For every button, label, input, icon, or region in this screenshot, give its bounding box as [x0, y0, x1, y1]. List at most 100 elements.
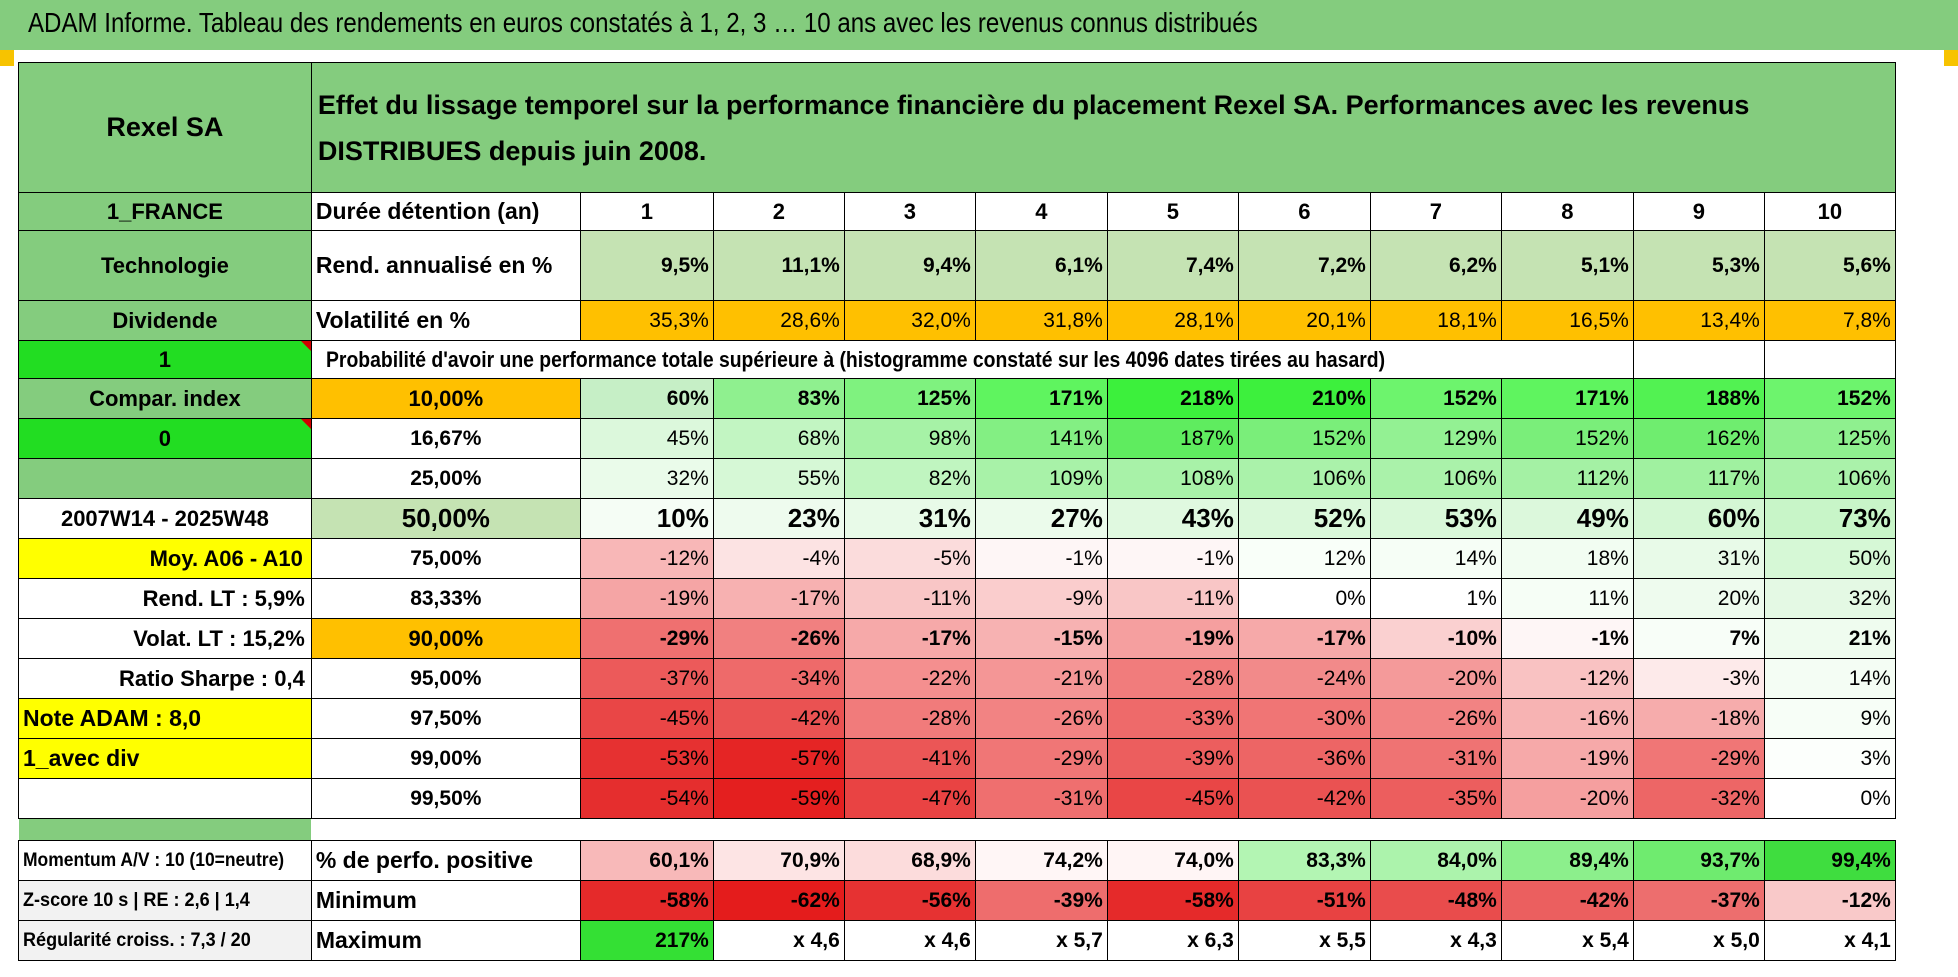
performance-table: Rexel SA Effet du lissage temporel sur l…	[18, 62, 1896, 961]
quantile-cell: -53%	[579, 738, 714, 779]
quantile-row: Compar. index 10,00% 60% 83% 125% 171% 2…	[18, 378, 1896, 419]
regularite-label: Régularité croiss. : 7,3 / 20	[18, 920, 312, 961]
zscore-label-text: Z-score 10 s | RE : 2,6 | 1,4	[23, 889, 250, 911]
quantile-cell: 60%	[579, 378, 714, 419]
rend-cell: 5,3%	[1632, 230, 1765, 301]
pos-cell: 89,4%	[1500, 840, 1634, 881]
rend-cell: 7,4%	[1106, 230, 1239, 301]
quantile-cell: 32%	[1763, 578, 1896, 619]
quantile-cell: 18%	[1500, 538, 1634, 579]
rend-label: Rend. annualisé en %	[310, 230, 581, 301]
quantile-cell: 112%	[1500, 458, 1634, 499]
vol-cell: 35,3%	[579, 300, 714, 341]
quantile-cell: 11%	[1500, 578, 1634, 619]
quantile-cell: -34%	[712, 658, 845, 699]
quantile-label: 99,00%	[310, 738, 581, 779]
quantile-cell: 106%	[1237, 458, 1371, 499]
quantile-cell: -17%	[712, 578, 845, 619]
quantile-cell: 27%	[974, 498, 1108, 539]
quantile-cell: 21%	[1763, 618, 1896, 659]
quantile-cell: 171%	[974, 378, 1108, 419]
quantile-cell: -45%	[579, 698, 714, 739]
momentum-label-text: Momentum A/V : 10 (10=neutre)	[23, 849, 285, 871]
quantile-cell: 10%	[579, 498, 714, 539]
quantile-row: 0 16,67% 45% 68% 98% 141% 187% 152% 129%…	[18, 418, 1896, 459]
year-cell: 5	[1106, 192, 1239, 231]
quantile-row: Rend. LT : 5,9% 83,33% -19% -17% -11% -9…	[18, 578, 1896, 619]
quantile-cell: -30%	[1237, 698, 1371, 739]
quantile-cell: 60%	[1632, 498, 1765, 539]
min-cell: -56%	[843, 880, 976, 921]
quantile-cell: 68%	[712, 418, 845, 459]
quantile-cell: 152%	[1763, 378, 1896, 419]
quantile-cell: 31%	[843, 498, 976, 539]
quantile-cell: -19%	[1500, 738, 1634, 779]
quantile-cell: -9%	[974, 578, 1108, 619]
period-label: 2007W14 - 2025W48	[18, 498, 312, 539]
quantile-cell: -37%	[579, 658, 714, 699]
min-cell: -39%	[974, 880, 1108, 921]
quantile-cell: 108%	[1106, 458, 1239, 499]
empty-cell	[18, 778, 312, 819]
spacer-green-cell	[18, 818, 312, 841]
rend-cell: 11,1%	[712, 230, 845, 301]
quantile-label: 16,67%	[310, 418, 581, 459]
rend-cell: 5,6%	[1763, 230, 1896, 301]
min-cell: -58%	[579, 880, 714, 921]
years-row: 1_FRANCE Durée détention (an) 1 2 3 4 5 …	[18, 192, 1896, 231]
min-label: Minimum	[310, 880, 581, 921]
quantile-cell: -3%	[1632, 658, 1765, 699]
max-cell: x 6,3	[1106, 920, 1239, 961]
proba-label-text: Probabilité d'avoir une performance tota…	[325, 346, 1385, 372]
quantile-label: 10,00%	[310, 378, 581, 419]
min-cell: -58%	[1106, 880, 1239, 921]
empty-green-cell	[18, 458, 312, 499]
rend-cell: 9,4%	[843, 230, 976, 301]
quantile-cell: 106%	[1369, 458, 1502, 499]
quantile-cell: -15%	[974, 618, 1108, 659]
quantile-cell: -26%	[1369, 698, 1502, 739]
quantile-cell: -17%	[843, 618, 976, 659]
quantile-cell: -4%	[712, 538, 845, 579]
volatilite-row: Dividende Volatilité en % 35,3% 28,6% 32…	[18, 300, 1896, 341]
quantile-cell: 106%	[1763, 458, 1896, 499]
quantile-cell: -11%	[843, 578, 976, 619]
quantile-cell: -33%	[1106, 698, 1239, 739]
perf-positive-row: Momentum A/V : 10 (10=neutre) % de perfo…	[18, 840, 1896, 881]
quantile-cell: 53%	[1369, 498, 1502, 539]
quantile-row: Note ADAM : 8,0 97,50% -45% -42% -28% -2…	[18, 698, 1896, 739]
min-cell: -12%	[1763, 880, 1896, 921]
quantile-cell: -35%	[1369, 778, 1502, 819]
pos-cell: 74,0%	[1106, 840, 1239, 881]
quantile-cell: 1%	[1369, 578, 1502, 619]
quantile-cell: -18%	[1632, 698, 1765, 739]
quantile-cell: 98%	[843, 418, 976, 459]
company-name: Rexel SA	[18, 62, 312, 193]
quantile-cell: 14%	[1763, 658, 1896, 699]
quantile-cell: -54%	[579, 778, 714, 819]
quantile-cell: -32%	[1632, 778, 1765, 819]
quantile-cell: 12%	[1237, 538, 1371, 579]
quantile-label: 99,50%	[310, 778, 581, 819]
header-row: Rexel SA Effet du lissage temporel sur l…	[18, 62, 1896, 193]
proba-label: Probabilité d'avoir une performance tota…	[310, 340, 1634, 379]
min-cell: -62%	[712, 880, 845, 921]
vol-cell: 31,8%	[974, 300, 1108, 341]
quantile-cell: -11%	[1106, 578, 1239, 619]
quantile-cell: -28%	[1106, 658, 1239, 699]
spacer-row	[18, 818, 1896, 841]
quantile-cell: 23%	[712, 498, 845, 539]
rend-cell: 6,2%	[1369, 230, 1502, 301]
pos-cell: 70,9%	[712, 840, 845, 881]
quantile-cell: -22%	[843, 658, 976, 699]
quantile-cell: 218%	[1106, 378, 1239, 419]
flag-zero: 0	[18, 418, 312, 459]
quantile-cell: -20%	[1500, 778, 1634, 819]
max-cell: x 5,7	[974, 920, 1108, 961]
quantile-label: 75,00%	[310, 538, 581, 579]
max-cell: x 4,6	[712, 920, 845, 961]
title-bar: ADAM Informe. Tableau des rendements en …	[0, 0, 1958, 50]
sharpe-label: Ratio Sharpe : 0,4	[18, 658, 312, 699]
quantile-cell: 49%	[1500, 498, 1634, 539]
quantile-cell: 171%	[1500, 378, 1634, 419]
